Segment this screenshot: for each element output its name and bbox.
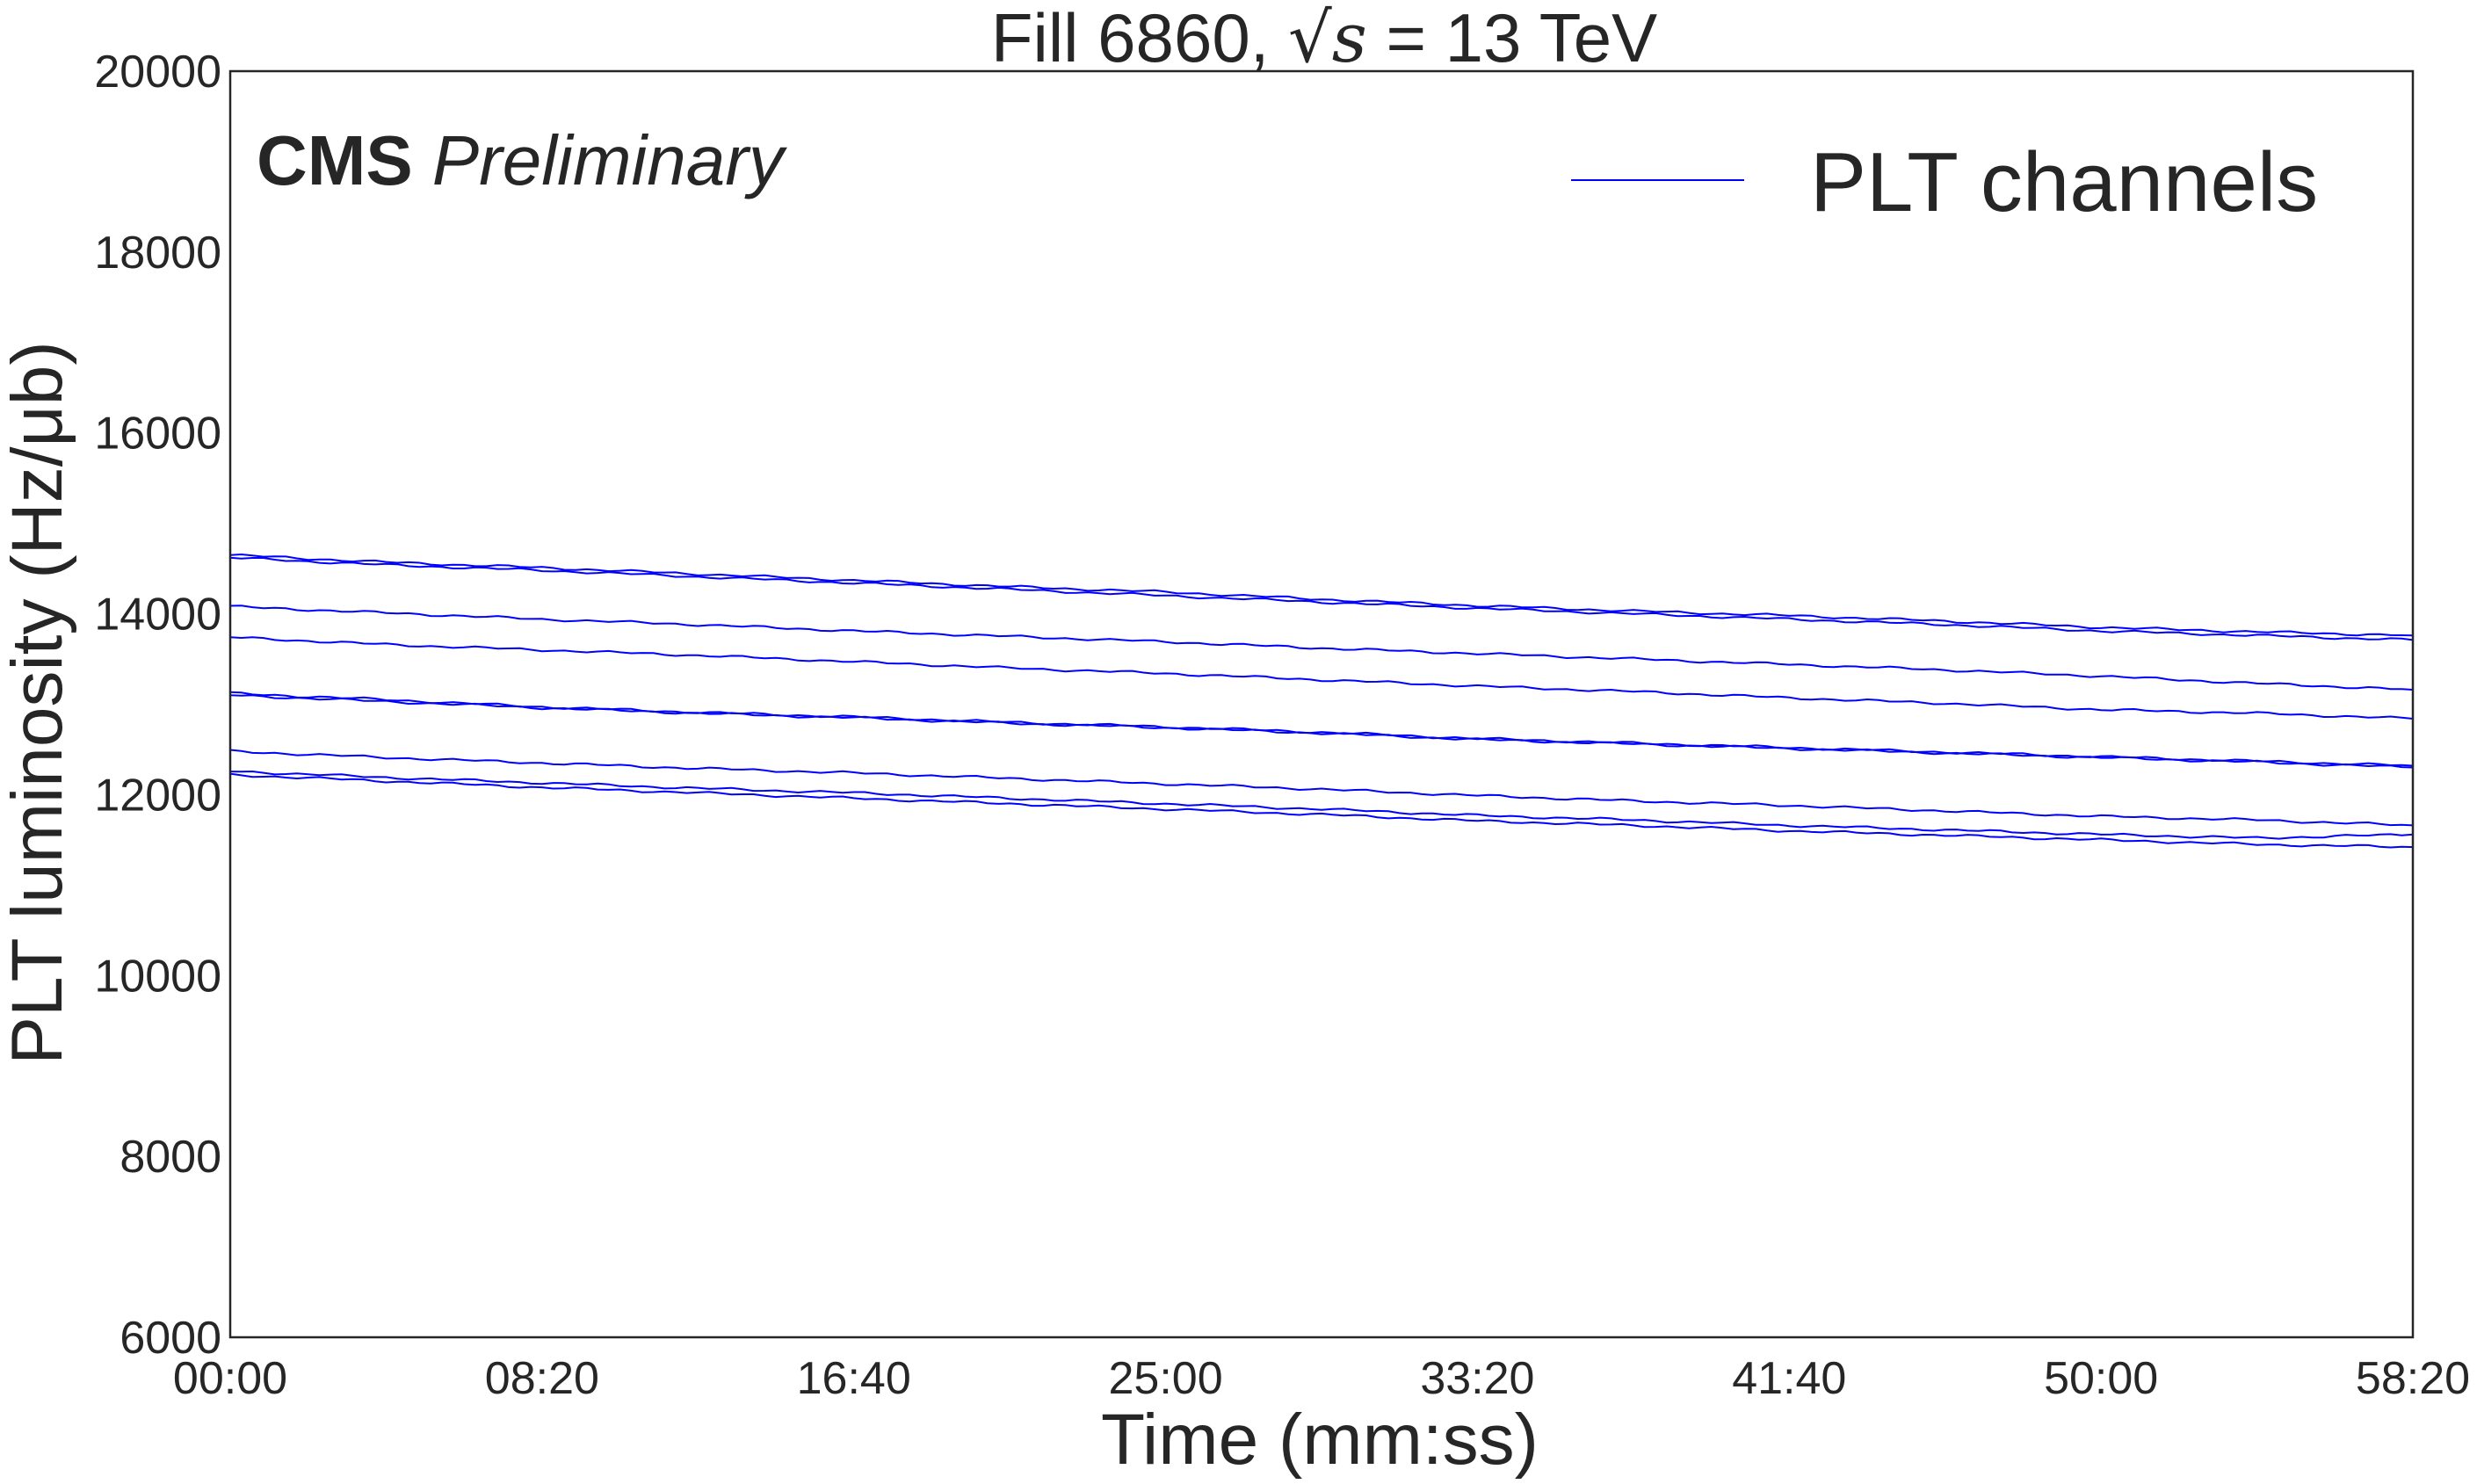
series-line-4 <box>229 636 2414 720</box>
y-tick-label: 12000 <box>94 770 221 821</box>
y-tick-label: 6000 <box>120 1313 221 1364</box>
y-tick-label: 18000 <box>94 228 221 279</box>
experiment-label-preliminary: Preliminary <box>432 121 788 199</box>
y-tick-label: 20000 <box>94 47 221 98</box>
x-tick-label: 16:40 <box>797 1353 911 1404</box>
experiment-label-cms: CMS <box>257 121 413 199</box>
y-tick-label: 14000 <box>94 590 221 641</box>
y-tick-label: 8000 <box>120 1132 221 1183</box>
plot-frame <box>228 69 2415 1339</box>
x-axis-title: Time (mm:ss) <box>1101 1400 1539 1480</box>
x-tick-label: 41:40 <box>1732 1353 1846 1404</box>
chart-title-math-var: s <box>1332 0 1367 78</box>
x-tick-label: 33:20 <box>1420 1353 1534 1404</box>
chart-title-suffix: = 13 TeV <box>1367 0 1657 76</box>
x-axis: 00:00 08:20 16:40 25:00 33:20 41:40 50:00 58:20 <box>173 1353 2470 1404</box>
chart-title-prefix: Fill 6860, <box>991 0 1288 76</box>
series-line-3 <box>229 604 2414 691</box>
sqrt-symbol: √ <box>1288 0 1332 78</box>
series-line-7 <box>229 749 2414 827</box>
y-axis-title: PLT luminosity (Hz/μb) <box>0 341 77 1064</box>
series-layer <box>229 553 2414 849</box>
x-tick-label: 25:00 <box>1109 1353 1223 1404</box>
experiment-label: CMS Preliminary <box>257 121 788 199</box>
x-tick-label: 08:20 <box>485 1353 599 1404</box>
x-tick-label: 50:00 <box>2044 1353 2158 1404</box>
y-tick-label: 10000 <box>94 951 221 1002</box>
series-line-1 <box>229 553 2414 637</box>
y-axis: 6000 8000 10000 12000 14000 16000 18000 20000 <box>94 47 221 1364</box>
chart-title: Fill 6860, √s = 13 TeV <box>991 0 1657 78</box>
series-line-9 <box>229 772 2414 849</box>
series-line-2 <box>229 556 2414 641</box>
x-tick-label: 00:00 <box>173 1353 287 1404</box>
legend: PLT channels <box>1571 135 2318 229</box>
y-tick-label: 16000 <box>94 409 221 460</box>
legend-label: PLT channels <box>1810 135 2318 229</box>
series-line-6 <box>229 694 2414 769</box>
series-line-8 <box>229 770 2414 840</box>
x-tick-label: 58:20 <box>2356 1353 2470 1404</box>
